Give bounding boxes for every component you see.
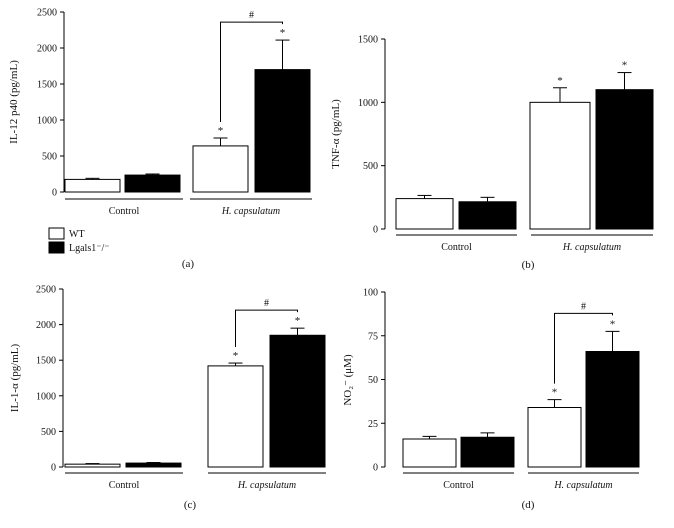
y-axis-label: IL-1-α (pg/mL) <box>9 343 21 412</box>
bar <box>124 174 181 193</box>
significance-star: * <box>218 125 224 137</box>
group-label: H. capsulatum <box>562 242 621 253</box>
y-tick-label: 2500 <box>37 8 57 19</box>
bar <box>529 101 591 230</box>
significance-star: * <box>280 27 286 39</box>
y-tick-label: 1000 <box>36 391 56 402</box>
significance-star: * <box>552 387 558 399</box>
group-label: H. capsulatum <box>237 480 296 491</box>
y-tick-label: 0 <box>373 463 378 474</box>
significance-star: * <box>557 75 563 87</box>
legend-swatch-wt <box>48 227 65 240</box>
y-tick-label: 500 <box>42 152 57 163</box>
bar <box>460 436 515 468</box>
y-tick-label: 0 <box>51 463 56 474</box>
comparison-hash: # <box>264 298 269 309</box>
y-tick-label: 75 <box>368 331 378 342</box>
comparison-hash: # <box>581 301 586 312</box>
y-axis-label: NO₂⁻ (μM) <box>342 354 354 406</box>
legend-swatch-ko <box>48 241 65 254</box>
bar <box>585 351 640 468</box>
comparison-hash: # <box>249 10 254 21</box>
y-tick-label: 0 <box>52 188 57 199</box>
group-label: Control <box>109 480 140 491</box>
chart-panel-4: 0 25 50 75 100 NO₂⁻ (μM) * * # Control H. capsulat… <box>342 288 640 511</box>
y-tick-label: 1000 <box>37 116 57 127</box>
bar <box>595 89 654 230</box>
y-tick-label: 1500 <box>36 356 56 367</box>
bar <box>125 462 182 468</box>
comparison-bracket <box>220 21 283 122</box>
bar <box>395 198 454 230</box>
bar <box>64 178 121 193</box>
group-label: H. capsulatum <box>553 480 612 491</box>
bar <box>527 407 582 468</box>
significance-star: * <box>610 318 616 330</box>
bar <box>207 365 264 468</box>
bar <box>192 145 249 193</box>
chart-panel-3: 0 500 1000 1500 2000 2500 IL-1-α (pg/mL) * * # Con… <box>9 285 326 511</box>
y-axis-label: IL-12 p40 (pg/mL) <box>8 60 20 144</box>
legend-label-ko: Lgals1⁻/⁻ <box>69 243 110 254</box>
y-axis-label: TNF-α (pg/mL) <box>330 99 342 169</box>
y-tick-label: 2000 <box>36 320 56 331</box>
bar <box>458 201 517 230</box>
bar <box>269 334 326 468</box>
group-label: Control <box>441 242 472 253</box>
y-tick-label: 2500 <box>36 285 56 296</box>
y-tick-label: 1500 <box>358 35 378 46</box>
y-tick-label: 500 <box>41 427 56 438</box>
panel-label: (c) <box>184 499 197 511</box>
y-tick-label: 500 <box>363 161 378 172</box>
chart-panel-2: 0 500 1000 1500 TNF-α (pg/mL) * * Control H. cap… <box>330 35 654 271</box>
group-label: Control <box>109 206 140 217</box>
y-tick-label: 1000 <box>358 98 378 109</box>
chart-panel-1: 0 500 1000 1500 2000 2500 IL-12 p40 (pg/mL) * * #… <box>8 8 312 270</box>
significance-star: * <box>233 350 239 362</box>
legend-label-wt: WT <box>69 229 85 240</box>
comparison-bracket <box>554 312 613 384</box>
bar <box>64 463 121 468</box>
panel-label: (a) <box>182 258 195 270</box>
y-tick-label: 50 <box>368 375 378 386</box>
bar <box>254 69 311 193</box>
y-tick-label: 25 <box>368 419 378 430</box>
y-tick-label: 0 <box>373 225 378 236</box>
panel-label: (b) <box>522 259 535 271</box>
significance-star: * <box>295 315 301 327</box>
panel-label: (d) <box>522 499 535 511</box>
bar <box>402 438 457 468</box>
y-tick-label: 2000 <box>37 44 57 55</box>
legend: WT Lgals1⁻/⁻ <box>48 227 110 254</box>
group-label: Control <box>443 480 474 491</box>
significance-star: * <box>622 60 628 72</box>
y-tick-label: 100 <box>363 288 378 299</box>
group-label: H. capsulatum <box>221 206 280 217</box>
y-tick-label: 1500 <box>37 80 57 91</box>
comparison-bracket <box>235 309 298 348</box>
